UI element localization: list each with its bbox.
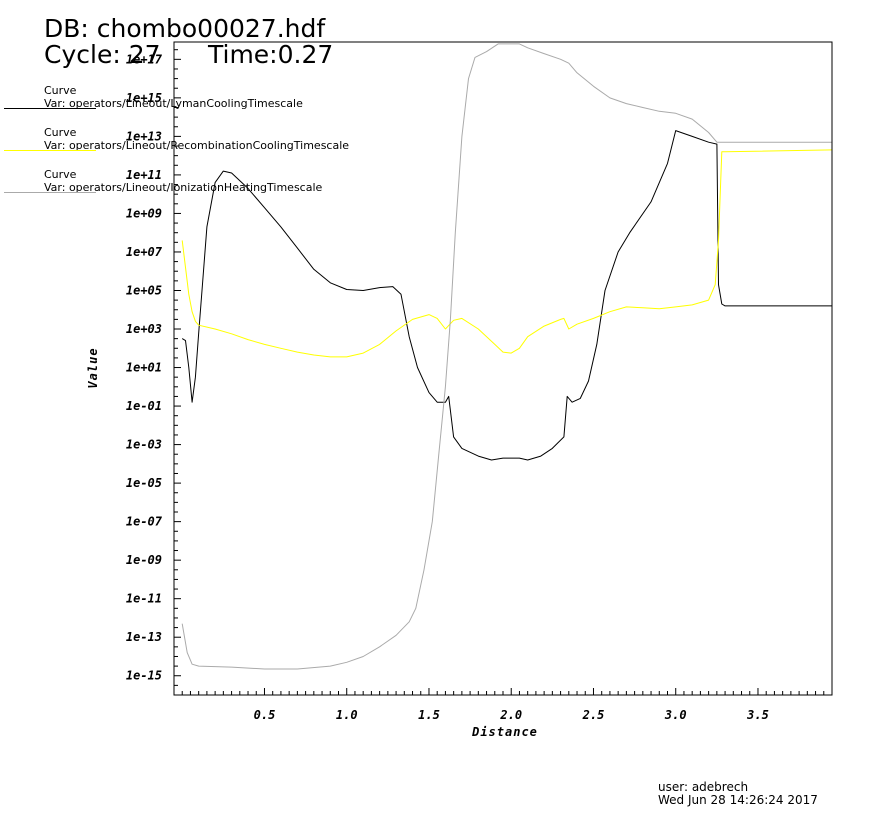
y-tick-label: 1e-05 bbox=[126, 476, 162, 490]
x-tick-label: 1.5 bbox=[418, 708, 440, 722]
y-tick-label: 1e-15 bbox=[126, 669, 162, 683]
y-tick-label: 1e+05 bbox=[126, 283, 162, 297]
legend-curve-1-title: Curve bbox=[44, 84, 77, 97]
y-tick-label: 1e+09 bbox=[126, 206, 162, 220]
legend-curve-3-swatch bbox=[4, 192, 96, 193]
series-line-1 bbox=[181, 130, 832, 461]
y-tick-label: 1e-11 bbox=[126, 592, 162, 606]
date-label: Wed Jun 28 14:26:24 2017 bbox=[658, 793, 818, 807]
y-tick-label: 1e+17 bbox=[126, 52, 163, 66]
y-tick-label: 1e+07 bbox=[126, 245, 163, 259]
y-tick-label: 1e-01 bbox=[126, 399, 162, 413]
legend-curve-1-swatch bbox=[4, 108, 96, 109]
user-label: user: adebrech bbox=[658, 780, 749, 794]
y-tick-label: 1e-03 bbox=[126, 438, 162, 452]
y-axis-title: Value bbox=[86, 347, 100, 388]
x-tick-label: 0.5 bbox=[254, 708, 276, 722]
y-tick-label: 1e+03 bbox=[126, 322, 162, 336]
legend-curve-2-var: Var: operators/Lineout/RecombinationCool… bbox=[44, 139, 350, 152]
database-title: DB: chombo00027.hdf bbox=[44, 14, 326, 43]
x-tick-label: 2.5 bbox=[582, 708, 605, 722]
y-tick-label: 1e+15 bbox=[126, 91, 162, 105]
x-tick-label: 3.0 bbox=[664, 708, 687, 722]
x-tick-label: 2.0 bbox=[499, 708, 522, 722]
legend-curve-3-var: Var: operators/Lineout/IonizationHeating… bbox=[44, 181, 323, 194]
x-tick-label: 1.0 bbox=[336, 708, 358, 722]
y-tick-label: 1e-09 bbox=[126, 553, 162, 567]
series-line-2 bbox=[181, 149, 833, 358]
series-line-3 bbox=[181, 43, 832, 670]
legend-curve-2-title: Curve bbox=[44, 126, 77, 139]
legend-curve-1-var: Var: operators/Lineout/LymanCoolingTimes… bbox=[44, 97, 303, 110]
y-tick-label: 1e+11 bbox=[126, 168, 162, 182]
y-tick-label: 1e+01 bbox=[126, 361, 162, 375]
time-label: Time:0.27 bbox=[208, 40, 334, 69]
legend-curve-3-title: Curve bbox=[44, 168, 77, 181]
y-tick-label: 1e-13 bbox=[126, 630, 162, 644]
legend-curve-2-swatch bbox=[4, 150, 96, 151]
y-tick-label: 1e+13 bbox=[126, 129, 162, 143]
y-tick-label: 1e-07 bbox=[126, 515, 163, 529]
x-axis-title: Distance bbox=[471, 725, 538, 739]
cycle-label: Cycle: 27 bbox=[44, 40, 161, 69]
x-tick-label: 3.5 bbox=[746, 708, 769, 722]
